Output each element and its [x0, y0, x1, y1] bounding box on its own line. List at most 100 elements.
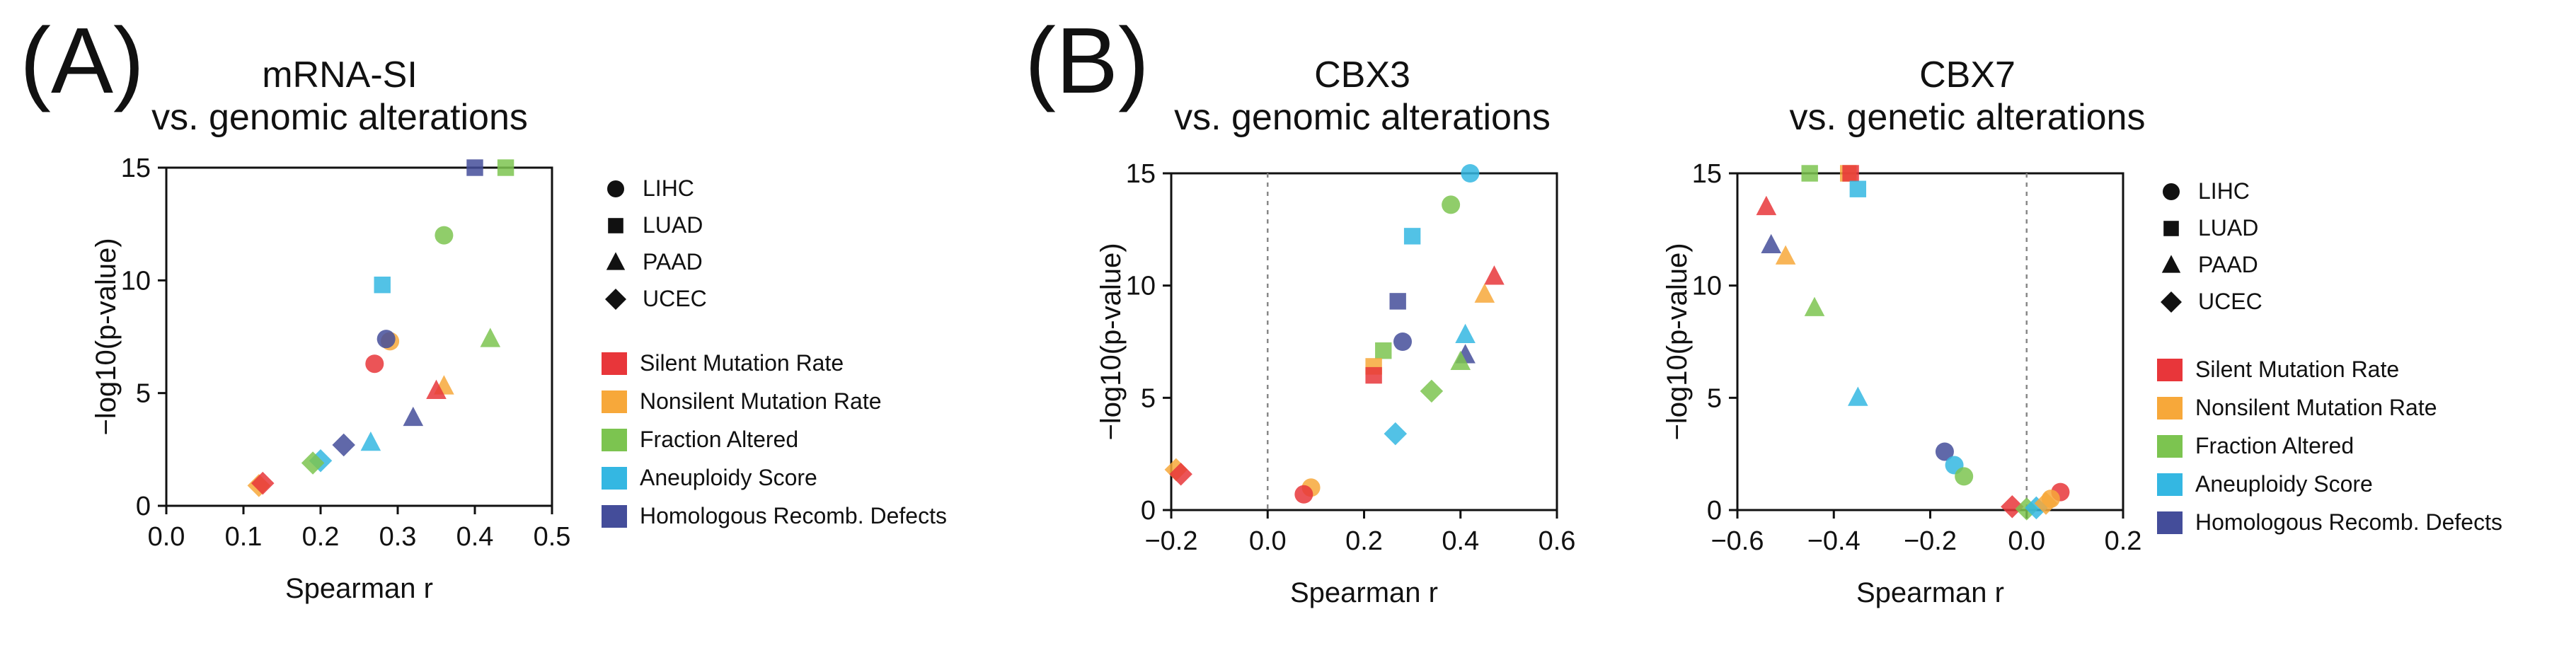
- x-tick-label: 0.6: [1539, 526, 1576, 556]
- y-tick-label: 10: [1126, 272, 1156, 301]
- legend-shape-item: LIHC: [602, 175, 694, 202]
- legend-color-item: Homologous Recomb. Defects: [602, 503, 947, 529]
- color-swatch: [2157, 358, 2183, 381]
- data-point-square: [1842, 165, 1859, 182]
- y-tick-label: 10: [121, 266, 151, 296]
- y-tick-label: 5: [1141, 383, 1156, 413]
- circle-icon-shape: [607, 180, 624, 197]
- data-point-square: [374, 277, 391, 294]
- circle-icon: [2163, 183, 2180, 200]
- legend-shape-item: PAAD: [602, 249, 703, 275]
- legend-color-label: Fraction Altered: [2195, 433, 2354, 458]
- diamond-icon: [605, 288, 626, 310]
- data-point-square: [1403, 228, 1421, 245]
- legend-color-item: Silent Mutation Rate: [2157, 357, 2399, 383]
- data-point-triangle: [1474, 283, 1495, 303]
- data-point-circle: [1935, 442, 1954, 461]
- data-point-triangle: [1450, 350, 1471, 371]
- legend-color-item: Homologous Recomb. Defects: [2157, 509, 2502, 536]
- data-point-diamond: [301, 451, 325, 475]
- legend-shape-item: LIHC: [2157, 178, 2250, 204]
- legend-shape-item: UCEC: [602, 286, 707, 312]
- y-tick-label: 0: [136, 492, 151, 521]
- square-icon-shape: [608, 217, 623, 233]
- x-tick-label: 0.1: [225, 522, 263, 552]
- color-swatch: [602, 504, 627, 528]
- data-point-diamond: [1420, 379, 1444, 403]
- color-swatch: [2157, 511, 2183, 534]
- legend-shape-label: UCEC: [643, 286, 707, 311]
- data-point-circle: [365, 354, 384, 374]
- x-tick-label: 0.0: [1249, 526, 1287, 556]
- x-tick-label: 0.4: [456, 522, 494, 552]
- square-icon: [2163, 220, 2179, 236]
- data-point-square: [1375, 342, 1392, 359]
- y-axis-label: −log10(p-value): [1662, 243, 1693, 440]
- color-swatch: [602, 466, 627, 490]
- color-swatch: [2157, 473, 2183, 496]
- y-tick-label: 0: [1707, 496, 1722, 526]
- chart-title-cbx7: CBX7 vs. genetic alterations: [1720, 54, 2215, 139]
- y-axis-label: −log10(p-value): [1096, 243, 1127, 440]
- x-axis-label: Spearman r: [285, 573, 433, 604]
- legend-color-label: Fraction Altered: [640, 427, 799, 452]
- legend-color-item: Nonsilent Mutation Rate: [2157, 395, 2437, 421]
- color-swatch: [2157, 396, 2183, 420]
- scatter-chart-mrna-si: 0.0 0.1 0.2 0.3 0.4 0.5 0 5 10 15 Spearman r −log10…: [92, 154, 571, 604]
- circle-icon: [607, 180, 624, 197]
- legend-shape-label: LIHC: [643, 175, 694, 201]
- x-tick-label: −0.4: [1807, 526, 1861, 556]
- data-point-square: [1849, 180, 1867, 197]
- plot-frame: [1170, 172, 1558, 511]
- legend-color-label: Silent Mutation Rate: [2195, 357, 2400, 382]
- x-tick-label: 0.2: [1345, 526, 1383, 556]
- legend-shape-label: PAAD: [643, 249, 703, 274]
- data-point-triangle: [1756, 195, 1777, 216]
- x-tick-label: 0.2: [302, 522, 340, 552]
- x-axis-label: Spearman r: [1856, 577, 2004, 608]
- square-icon: [608, 217, 623, 233]
- legend-color-item: Nonsilent Mutation Rate: [602, 388, 882, 415]
- legend-shape-item: PAAD: [2157, 252, 2258, 278]
- legend-shape-label: PAAD: [2198, 252, 2258, 277]
- color-swatch: [602, 428, 627, 451]
- triangle-icon: [2161, 254, 2181, 273]
- data-point-circle: [376, 330, 396, 349]
- x-tick-label: 0.3: [379, 522, 417, 552]
- scatter-chart-cbx7: −0.6 −0.4 −0.2 0.0 0.2 0 5 10 15 Spearman r −log10…: [1662, 159, 2142, 608]
- diamond-icon-shape: [605, 288, 626, 310]
- data-point-square: [497, 159, 514, 176]
- plot-frame: [165, 166, 553, 507]
- legend-color-label: Aneuploidy Score: [2195, 471, 2373, 497]
- chart-title-line1: mRNA-SI: [262, 54, 418, 96]
- x-tick-label: 0.0: [148, 522, 185, 552]
- data-point-square: [1801, 165, 1818, 182]
- chart-title-line2: vs. genetic alterations: [1789, 97, 2146, 138]
- data-point-square: [1389, 293, 1406, 310]
- legend-shape-label: LUAD: [643, 212, 703, 238]
- x-tick-label: 0.2: [2105, 526, 2142, 556]
- data-point-triangle: [1484, 265, 1505, 285]
- chart-title-line2: vs. genomic alterations: [151, 97, 528, 138]
- panel-label-a: (A): [20, 8, 144, 112]
- legend-shape-label: LIHC: [2198, 178, 2250, 204]
- data-point-triangle: [426, 379, 447, 399]
- chart-title-cbx3: CBX3 vs. genomic alterations: [1090, 54, 1635, 139]
- y-tick-label: 5: [136, 379, 151, 409]
- data-point-triangle: [360, 431, 381, 451]
- diamond-icon: [2161, 291, 2182, 313]
- data-point-triangle: [1761, 233, 1781, 254]
- y-tick-label: 0: [1141, 496, 1156, 526]
- data-point-triangle: [403, 406, 424, 427]
- chart-title-line2: vs. genomic alterations: [1174, 97, 1551, 138]
- legend-shape-label: UCEC: [2198, 289, 2262, 314]
- x-tick-label: 0.5: [534, 522, 571, 552]
- triangle-icon-shape: [606, 251, 626, 270]
- data-point-diamond: [2034, 492, 2058, 515]
- color-swatch: [602, 352, 627, 375]
- diamond-icon-shape: [2161, 291, 2182, 313]
- data-point-diamond: [1169, 462, 1192, 486]
- legend-b: LIHC LUAD PAAD UCEC Silent Mutation Rate Nons…: [2157, 178, 2571, 546]
- data-point-diamond: [251, 471, 275, 495]
